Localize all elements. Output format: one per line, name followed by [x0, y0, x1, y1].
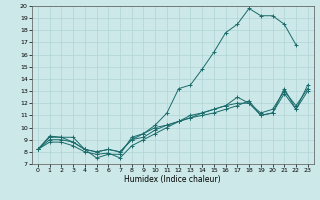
X-axis label: Humidex (Indice chaleur): Humidex (Indice chaleur) [124, 175, 221, 184]
